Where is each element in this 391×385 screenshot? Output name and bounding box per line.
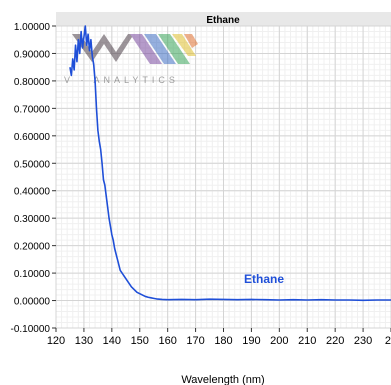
x-tick-label: 220 bbox=[326, 335, 344, 347]
x-tick-label: 210 bbox=[298, 335, 316, 347]
logo-rainbow-stripes-icon bbox=[130, 34, 198, 64]
logo-v-mark bbox=[72, 34, 134, 62]
y-tick-label: 0.10000 bbox=[14, 269, 51, 280]
x-tick-label: 190 bbox=[242, 335, 260, 347]
y-tick-label: 0.80000 bbox=[14, 77, 51, 88]
y-axis: -0.10000 0.00000 0.10000 0.20000 0.30000 0.40… bbox=[11, 22, 56, 335]
y-tick-label: -0.10000 bbox=[11, 324, 51, 335]
x-tick-label: 24 bbox=[385, 335, 391, 347]
y-tick-label: 0.00000 bbox=[14, 297, 51, 308]
x-tick-label: 140 bbox=[103, 335, 121, 347]
x-tick-label: 200 bbox=[270, 335, 288, 347]
vuv-analytics-logo: V · ANALYTICS bbox=[64, 34, 198, 85]
x-axis: 120 130 140 150 160 170 180 190 200 210 220 230 24 bbox=[47, 328, 391, 347]
x-axis-label: Wavelength (nm) bbox=[181, 374, 264, 385]
x-tick-label: 230 bbox=[354, 335, 372, 347]
series-line-ethane bbox=[69, 25, 391, 302]
chart-title: Ethane bbox=[206, 15, 240, 26]
y-tick-label: 0.30000 bbox=[14, 214, 51, 225]
series-layer bbox=[69, 25, 391, 302]
y-tick-label: 0.50000 bbox=[14, 159, 51, 170]
x-tick-label: 170 bbox=[186, 335, 204, 347]
y-tick-label: 0.40000 bbox=[14, 187, 51, 198]
y-tick-label: 1.00000 bbox=[14, 22, 51, 33]
x-tick-label: 150 bbox=[131, 335, 149, 347]
y-tick-label: 0.60000 bbox=[14, 132, 51, 143]
x-tick-label: 120 bbox=[47, 335, 65, 347]
x-tick-label: 180 bbox=[214, 335, 232, 347]
y-tick-label: 0.90000 bbox=[14, 49, 51, 60]
series-label: Ethane bbox=[244, 272, 284, 286]
title-bar bbox=[56, 12, 391, 26]
logo-text: V · ANALYTICS bbox=[64, 75, 179, 85]
y-tick-label: 0.70000 bbox=[14, 104, 51, 115]
x-tick-label: 130 bbox=[75, 335, 93, 347]
y-tick-label: 0.20000 bbox=[14, 242, 51, 253]
grid bbox=[55, 25, 391, 329]
x-tick-label: 160 bbox=[158, 335, 176, 347]
